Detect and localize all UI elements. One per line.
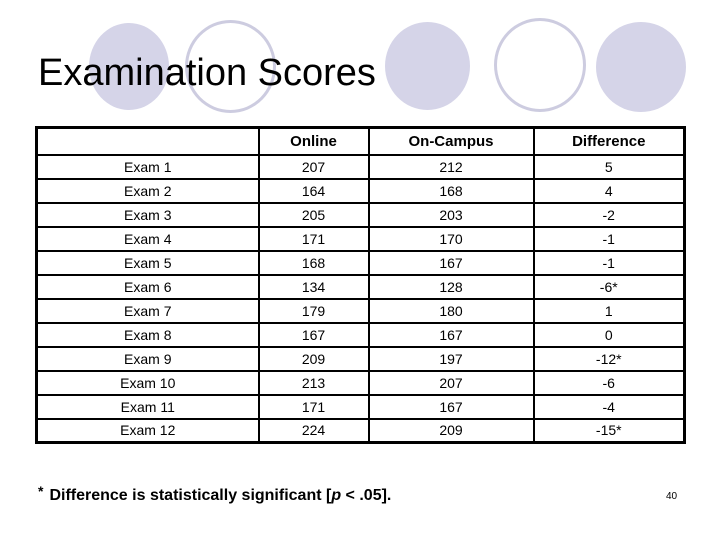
table-row: Exam 6 134 128 -6* (35, 273, 686, 300)
slide-title: Examination Scores (38, 52, 376, 94)
online-score: 164 (257, 177, 370, 204)
decorative-circle-filled-1 (89, 23, 169, 110)
on-campus-score: 207 (367, 369, 535, 396)
difference-value: 1 (532, 297, 686, 324)
table-row: Exam 10 213 207 -6 (35, 369, 686, 396)
online-score: 207 (257, 153, 370, 180)
column-header-difference: Difference (532, 126, 686, 156)
footnote-text-before: Difference is statistically significant … (49, 487, 332, 504)
scores-table: Online On-Campus Difference Exam 1 207 2… (35, 126, 686, 444)
online-score: 171 (257, 393, 370, 420)
difference-value: -1 (532, 225, 686, 252)
difference-value: -15* (532, 417, 686, 444)
column-header-on-campus: On-Campus (367, 126, 535, 156)
difference-value: -12* (532, 345, 686, 372)
footnote-text-after: < .05]. (341, 487, 392, 504)
decorative-circle-filled-3 (596, 22, 686, 112)
exam-label: Exam 3 (35, 201, 260, 228)
table-row: Exam 9 209 197 -12* (35, 345, 686, 372)
online-score: 167 (257, 321, 370, 348)
online-score: 224 (257, 417, 370, 444)
exam-label: Exam 9 (35, 345, 260, 372)
online-score: 179 (257, 297, 370, 324)
difference-value: -4 (532, 393, 686, 420)
table-row: Exam 3 205 203 -2 (35, 201, 686, 228)
footnote-p-symbol: p (331, 487, 342, 504)
exam-label: Exam 7 (35, 297, 260, 324)
on-campus-score: 180 (367, 297, 535, 324)
difference-value: 5 (532, 153, 686, 180)
significance-footnote: * Difference is statistically significant… (38, 483, 391, 505)
decorative-circle-outlined-1 (185, 20, 276, 113)
footnote-asterisk: * (38, 483, 44, 499)
exam-label: Exam 8 (35, 321, 260, 348)
exam-label: Exam 11 (35, 393, 260, 420)
on-campus-score: 212 (367, 153, 535, 180)
exam-label: Exam 12 (35, 417, 260, 444)
table-row: Exam 12 224 209 -15* (35, 417, 686, 444)
exam-label: Exam 4 (35, 225, 260, 252)
on-campus-score: 168 (367, 177, 535, 204)
difference-value: 4 (532, 177, 686, 204)
table-row: Exam 4 171 170 -1 (35, 225, 686, 252)
table-row: Exam 7 179 180 1 (35, 297, 686, 324)
table-row: Exam 1 207 212 5 (35, 153, 686, 180)
difference-value: -6* (532, 273, 686, 300)
exam-label: Exam 5 (35, 249, 260, 276)
column-header-blank (35, 126, 260, 156)
on-campus-score: 167 (367, 393, 535, 420)
online-score: 213 (257, 369, 370, 396)
exam-label: Exam 2 (35, 177, 260, 204)
online-score: 168 (257, 249, 370, 276)
online-score: 171 (257, 225, 370, 252)
online-score: 209 (257, 345, 370, 372)
on-campus-score: 209 (367, 417, 535, 444)
difference-value: 0 (532, 321, 686, 348)
on-campus-score: 170 (367, 225, 535, 252)
exam-label: Exam 1 (35, 153, 260, 180)
table-row: Exam 5 168 167 -1 (35, 249, 686, 276)
exam-label: Exam 6 (35, 273, 260, 300)
on-campus-score: 197 (367, 345, 535, 372)
on-campus-score: 203 (367, 201, 535, 228)
table-header-row: Online On-Campus Difference (35, 126, 686, 156)
table-row: Exam 8 167 167 0 (35, 321, 686, 348)
online-score: 205 (257, 201, 370, 228)
decorative-circle-outlined-2 (494, 18, 586, 112)
page-number: 40 (666, 491, 678, 502)
exam-label: Exam 10 (35, 369, 260, 396)
online-score: 134 (257, 273, 370, 300)
column-header-online: Online (257, 126, 370, 156)
difference-value: -2 (532, 201, 686, 228)
difference-value: -6 (532, 369, 686, 396)
on-campus-score: 167 (367, 249, 535, 276)
decorative-circle-filled-2 (385, 22, 470, 110)
difference-value: -1 (532, 249, 686, 276)
on-campus-score: 128 (367, 273, 535, 300)
table-row: Exam 11 171 167 -4 (35, 393, 686, 420)
table-row: Exam 2 164 168 4 (35, 177, 686, 204)
on-campus-score: 167 (367, 321, 535, 348)
